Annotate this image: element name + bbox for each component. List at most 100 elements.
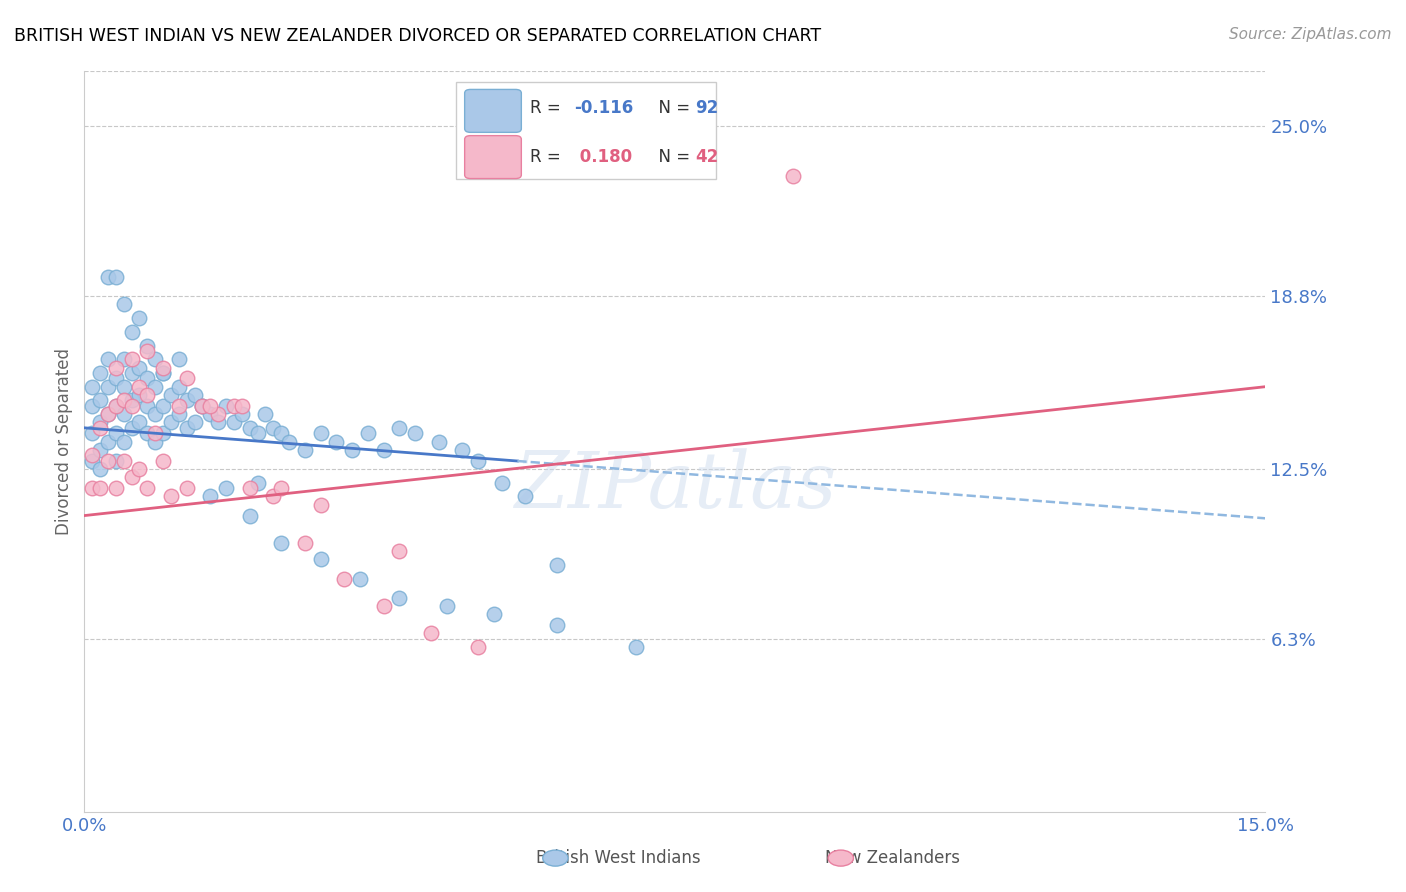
Point: [167, 407, 190, 421]
Point: [89, 393, 111, 408]
Point: [183, 388, 205, 402]
Point: [467, 454, 489, 468]
Point: [357, 426, 380, 441]
Point: [112, 297, 135, 311]
Point: [104, 399, 127, 413]
Point: [152, 360, 174, 375]
Point: [340, 442, 363, 457]
Point: [143, 352, 166, 367]
Point: [104, 270, 127, 285]
Point: [143, 407, 166, 421]
FancyBboxPatch shape: [464, 89, 522, 132]
Point: [239, 481, 262, 495]
Point: [309, 426, 332, 441]
Point: [467, 640, 489, 655]
Point: [176, 481, 198, 495]
Point: [136, 371, 159, 385]
Point: [388, 591, 411, 605]
Point: [160, 388, 183, 402]
Point: [152, 454, 174, 468]
Point: [121, 421, 143, 435]
Point: [482, 607, 505, 622]
Point: [373, 442, 395, 457]
Text: 42: 42: [695, 147, 718, 166]
Point: [262, 489, 284, 503]
Point: [191, 399, 214, 413]
Point: [152, 366, 174, 380]
Point: [112, 454, 135, 468]
Point: [89, 415, 111, 429]
Point: [624, 640, 647, 655]
Point: [200, 399, 222, 413]
Point: [112, 380, 135, 394]
Point: [143, 380, 166, 394]
Point: [136, 344, 159, 359]
Point: [128, 380, 150, 394]
Text: New Zealanders: New Zealanders: [825, 849, 960, 867]
Point: [183, 415, 205, 429]
Point: [294, 442, 316, 457]
Point: [152, 426, 174, 441]
Text: British West Indians: British West Indians: [536, 849, 702, 867]
Point: [200, 489, 222, 503]
FancyBboxPatch shape: [457, 82, 716, 178]
Point: [270, 426, 292, 441]
Point: [309, 498, 332, 512]
Point: [246, 426, 269, 441]
Point: [121, 399, 143, 413]
Point: [325, 434, 347, 449]
Point: [121, 352, 143, 367]
Point: [128, 360, 150, 375]
Point: [176, 371, 198, 385]
Point: [515, 489, 537, 503]
Point: [782, 169, 804, 183]
Point: [89, 462, 111, 476]
Point: [136, 388, 159, 402]
Point: [121, 325, 143, 339]
Point: [176, 421, 198, 435]
Point: [167, 352, 190, 367]
Point: [82, 454, 104, 468]
Point: [97, 270, 120, 285]
Point: [97, 407, 120, 421]
Point: [191, 399, 214, 413]
Point: [373, 599, 395, 613]
Y-axis label: Divorced or Separated: Divorced or Separated: [55, 348, 73, 535]
Point: [191, 399, 214, 413]
Point: [309, 552, 332, 566]
Point: [167, 380, 190, 394]
Point: [152, 399, 174, 413]
Point: [89, 442, 111, 457]
Point: [231, 407, 253, 421]
Point: [160, 415, 183, 429]
Point: [262, 421, 284, 435]
Point: [294, 536, 316, 550]
Point: [546, 618, 568, 632]
Point: [128, 388, 150, 402]
Point: [215, 481, 238, 495]
Point: [207, 407, 229, 421]
Point: [231, 399, 253, 413]
Point: [546, 558, 568, 572]
Point: [97, 434, 120, 449]
Point: [104, 371, 127, 385]
Text: Source: ZipAtlas.com: Source: ZipAtlas.com: [1229, 27, 1392, 42]
Point: [427, 434, 450, 449]
Point: [121, 470, 143, 484]
Text: N =: N =: [648, 99, 695, 118]
Point: [152, 366, 174, 380]
Point: [104, 426, 127, 441]
Point: [207, 415, 229, 429]
Point: [104, 399, 127, 413]
Point: [167, 399, 190, 413]
Point: [246, 475, 269, 490]
Point: [136, 426, 159, 441]
Point: [404, 426, 426, 441]
Point: [128, 311, 150, 326]
Point: [82, 399, 104, 413]
Text: 92: 92: [695, 99, 718, 118]
Point: [112, 393, 135, 408]
Point: [89, 481, 111, 495]
Point: [215, 399, 238, 413]
Point: [436, 599, 458, 613]
